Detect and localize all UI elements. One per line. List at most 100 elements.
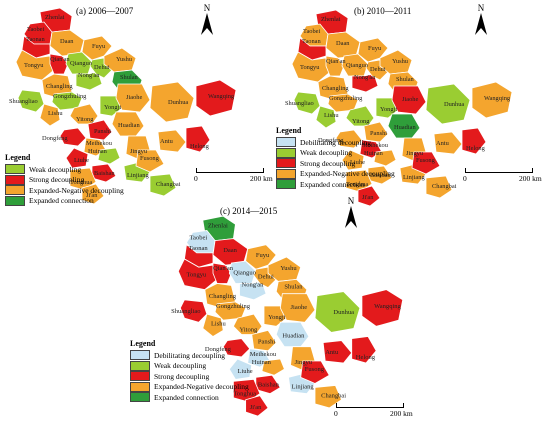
county-label-helong: Helong xyxy=(466,145,486,152)
county-label-linjiang: Linjiang xyxy=(403,174,425,181)
legend-label: Expanded-Negative decoupling xyxy=(154,382,249,392)
legend-swatch xyxy=(130,371,150,382)
county-label-yushu: Yushu xyxy=(392,58,409,65)
county-label-baishan: Baishan xyxy=(370,172,391,179)
county-label-panshi: Panshi xyxy=(370,130,387,137)
county-label-changbai: Changbai xyxy=(432,183,457,190)
scale-start: 0 xyxy=(194,174,198,183)
county-liuhe xyxy=(65,147,89,169)
north-arrow: N xyxy=(473,4,489,35)
legend-label: Expanded connection xyxy=(29,196,94,206)
county-label-wangqing: Wangqing xyxy=(374,303,401,310)
county-label-huadian: Huadian xyxy=(118,122,140,129)
county-panshi xyxy=(251,329,277,352)
county-label-wangqing: Wangqing xyxy=(208,93,235,100)
county-label-dongfeng: Dongfeng xyxy=(318,137,344,144)
county-label-helong: Helong xyxy=(356,354,376,361)
county-label-qianguo: Qianguo xyxy=(70,60,92,67)
county-label-lishu: Lishu xyxy=(48,110,63,117)
county-changbai xyxy=(149,173,177,197)
county-label-taobei: Taobei xyxy=(303,28,321,35)
county-antu xyxy=(157,129,187,153)
county-helong xyxy=(461,127,487,155)
north-arrow-icon xyxy=(475,13,487,35)
county-label-gongzhuling: Gongzhuling xyxy=(329,95,363,102)
north-arrow: N xyxy=(199,4,215,35)
county-label-linjiang: Linjiang xyxy=(292,384,315,391)
map-panel-2014-2015: Zhenlai Taobei Taonan Daan Tongyu Qian'an Fuyu… xyxy=(130,194,434,436)
county-label-ji-an: Ji'an xyxy=(86,192,98,199)
county-panshi xyxy=(87,119,113,141)
scale-end: 200 km xyxy=(519,174,542,183)
county-shuangliao xyxy=(179,299,208,323)
county-shuangliao xyxy=(17,89,45,113)
county-label-gongzhuling: Gongzhuling xyxy=(53,93,87,100)
scale-start: 0 xyxy=(334,409,338,418)
map-panel-2010-2011: Zhenlai Taobei Taonan Daan Tongyu Qian'an Fuyu… xyxy=(270,0,550,218)
county-label-tonghua: Tonghua xyxy=(70,179,92,186)
legend-item-expanded-negative: Expanded-Negative decoupling xyxy=(276,168,395,180)
county-label-fusong: Fusong xyxy=(305,366,325,373)
county-lishu xyxy=(39,103,61,127)
county-dunhua xyxy=(149,81,195,123)
county-shuangliao xyxy=(293,91,321,115)
county-label-taonan: Taonan xyxy=(302,38,322,45)
county-label-wangqing: Wangqing xyxy=(484,95,511,102)
county-label-qianguo: Qianguo xyxy=(233,269,256,276)
county-dunhua xyxy=(425,83,471,125)
county-label-qian-an: Qian'an xyxy=(213,265,234,272)
county-label-changling: Changling xyxy=(46,83,73,90)
county-label-baishan: Baishan xyxy=(258,382,280,389)
county-label-linjiang: Linjiang xyxy=(127,172,149,179)
legend-label: Expanded connection xyxy=(300,179,365,189)
legend-label: Debilitating decoupling xyxy=(300,137,372,147)
county-label-dongfeng: Dongfeng xyxy=(42,135,68,142)
county-label-dunhua: Dunhua xyxy=(168,99,188,106)
county-label-ji-an: Ji'an xyxy=(362,194,374,201)
county-label-dongfeng: Dongfeng xyxy=(205,346,232,353)
county-label-yitong: Yitong xyxy=(240,326,258,333)
panel-title: (b) 2010—2011 xyxy=(354,6,412,16)
county-lishu xyxy=(315,105,337,129)
county-label-jiaohe: Jiaohe xyxy=(402,96,418,103)
county-label-huinan: Huinan xyxy=(252,359,272,366)
county-label-dunhua: Dunhua xyxy=(444,101,464,108)
scale-end: 200 km xyxy=(250,174,273,183)
county-qian-an xyxy=(325,55,345,77)
county-label-yongji: Yongji xyxy=(380,106,397,113)
county-label-daan: Daan xyxy=(60,38,74,45)
legend-item-debilitating: Debilitating decoupling xyxy=(130,350,249,361)
legend-item-expanded-connection: Expanded connection xyxy=(5,195,124,207)
county-changbai xyxy=(425,175,453,199)
county-label-dehui: Dehui xyxy=(94,64,110,71)
legend-item-weak: Weak decoupling xyxy=(276,147,395,159)
county-label-jingyu: Jingyu xyxy=(295,359,313,366)
county-antu xyxy=(322,340,353,364)
county-label-taonan: Taonan xyxy=(26,36,46,43)
county-jiaohe xyxy=(279,293,316,323)
legend-swatch xyxy=(130,392,150,403)
scale-start: 0 xyxy=(463,174,467,183)
county-label-jingyu: Jingyu xyxy=(130,148,148,155)
county-label-ji-an: Ji'an xyxy=(250,404,262,411)
county-label-qianguo: Qianguo xyxy=(346,62,368,69)
legend-item-weak: Weak decoupling xyxy=(130,360,249,372)
north-label: N xyxy=(477,3,485,13)
county-label-tonghua: Tonghua xyxy=(346,181,368,188)
legend-label: Strong decoupling xyxy=(29,175,85,185)
county-changbai xyxy=(314,385,343,409)
legend-swatch xyxy=(276,179,296,190)
county-label-tonghua: Tonghua xyxy=(233,391,256,398)
north-arrow-icon xyxy=(201,13,213,35)
county-label-liuhe: Liuhe xyxy=(350,159,365,166)
county-panshi xyxy=(363,121,389,143)
legend-swatch xyxy=(5,185,25,196)
panel-title: (c) 2014—2015 xyxy=(220,206,278,216)
county-helong xyxy=(351,336,377,364)
county-label-helong: Helong xyxy=(190,143,210,150)
county-dunhua xyxy=(314,291,361,333)
county-nong-an xyxy=(239,280,267,301)
county-label-shuangliao: Shuangliao xyxy=(9,98,38,105)
